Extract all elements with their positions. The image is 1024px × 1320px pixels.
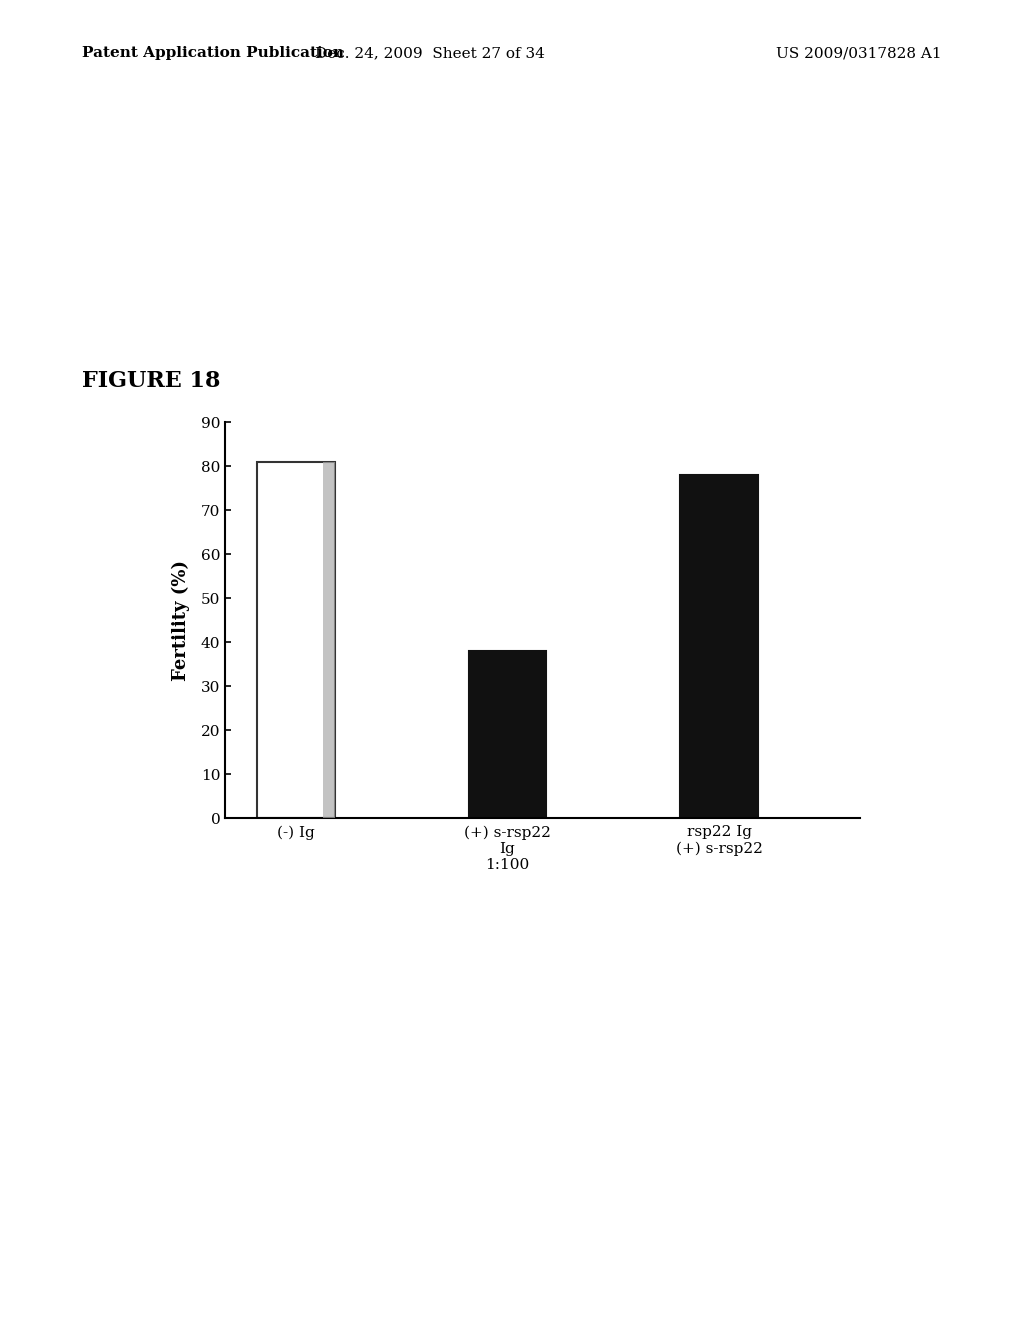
Y-axis label: Fertility (%): Fertility (%) [172, 560, 189, 681]
Bar [324, 462, 335, 818]
Bar [680, 475, 758, 818]
Text: Patent Application Publication: Patent Application Publication [82, 46, 344, 61]
Text: Dec. 24, 2009  Sheet 27 of 34: Dec. 24, 2009 Sheet 27 of 34 [315, 46, 545, 61]
Bar [469, 651, 546, 818]
Bar [257, 462, 335, 818]
Text: FIGURE 18: FIGURE 18 [82, 370, 220, 392]
Text: US 2009/0317828 A1: US 2009/0317828 A1 [776, 46, 942, 61]
